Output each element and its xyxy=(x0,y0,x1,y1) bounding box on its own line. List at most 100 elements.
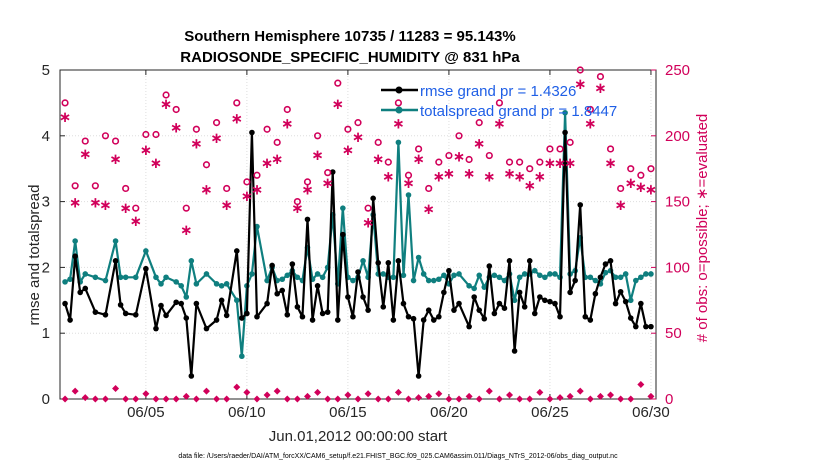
obs-evaluated-marker: ∗ xyxy=(210,130,223,147)
y-tick-label: 3 xyxy=(42,194,50,211)
rmse-point xyxy=(632,323,639,330)
obs-possible-marker xyxy=(586,105,594,114)
obs-possible-marker xyxy=(61,99,69,107)
bottom-obs-marker xyxy=(273,387,281,395)
obs-evaluated-marker: ∗ xyxy=(463,166,476,183)
spread-point xyxy=(294,274,301,281)
rmse-point xyxy=(516,289,523,296)
obs-evaluated-marker: ∗ xyxy=(453,149,466,166)
rmse-point xyxy=(602,261,609,267)
rmse-point xyxy=(102,311,109,318)
bottom-obs-marker xyxy=(172,395,180,403)
rmse-point xyxy=(456,300,462,307)
obs-possible-marker xyxy=(132,204,140,212)
x-tick-label: 06/15 xyxy=(329,404,367,421)
rmse-point xyxy=(132,311,139,318)
rmse-point xyxy=(117,302,124,308)
rmse-point xyxy=(324,309,331,315)
rmse-point xyxy=(597,274,604,281)
rmse-point xyxy=(446,267,452,274)
bottom-obs-marker xyxy=(142,390,150,398)
rmse-point xyxy=(77,289,84,296)
bottom-obs-marker xyxy=(435,390,443,398)
spread-point xyxy=(425,277,432,284)
y2-tick-label: 0 xyxy=(665,391,673,408)
bottom-obs-marker xyxy=(61,395,69,403)
obs-possible-marker xyxy=(81,137,89,145)
rmse-point xyxy=(552,300,558,307)
rmse-point xyxy=(643,323,649,330)
spread-point xyxy=(436,276,442,283)
rmse-point xyxy=(158,302,164,309)
obs-possible-marker xyxy=(172,105,180,114)
rmse-point xyxy=(612,300,619,307)
bottom-obs-marker xyxy=(91,395,99,403)
obs-possible-marker xyxy=(243,178,251,186)
spread-point xyxy=(360,258,366,264)
rmse-point xyxy=(436,313,442,320)
obs-possible-marker xyxy=(91,182,99,190)
rmse-point xyxy=(284,311,291,318)
bottom-obs-marker xyxy=(324,395,332,403)
rmse-point xyxy=(521,304,528,310)
obs-evaluated-marker: ∗ xyxy=(311,147,324,164)
obs-possible-marker xyxy=(445,151,453,160)
rmse-point xyxy=(143,265,149,272)
y-tick-label: 5 xyxy=(42,62,50,79)
bottom-obs-marker xyxy=(617,395,625,403)
rmse-point xyxy=(380,304,387,310)
rmse-point xyxy=(491,310,498,317)
spread-point xyxy=(587,274,594,281)
spread-point xyxy=(117,274,124,281)
spread-point xyxy=(516,274,523,281)
rmse-point xyxy=(122,310,129,317)
bottom-obs-marker xyxy=(314,388,322,396)
obs-evaluated-marker: ∗ xyxy=(160,96,173,113)
spread-point xyxy=(511,297,518,304)
obs-evaluated-marker: ∗ xyxy=(624,175,637,192)
bottom-obs-marker xyxy=(243,388,251,396)
obs-possible-marker xyxy=(647,165,655,173)
rmse-point xyxy=(587,317,594,323)
x-tick-label: 06/05 xyxy=(127,404,165,421)
bottom-obs-marker xyxy=(445,395,453,403)
obs-possible-marker xyxy=(334,79,342,87)
spread-point xyxy=(617,274,624,281)
obs-possible-marker xyxy=(202,161,211,169)
footer-data-file: data file: /Users/raeder/DAI/ATM_forcXX/… xyxy=(178,453,618,460)
bottom-obs-marker xyxy=(465,392,473,400)
rmse-point xyxy=(355,269,361,275)
rmse-point xyxy=(264,300,270,307)
obs-evaluated-marker: ∗ xyxy=(220,197,233,214)
bottom-obs-marker xyxy=(283,395,291,403)
spread-point xyxy=(415,254,422,261)
obs-possible-marker xyxy=(344,125,352,133)
obs-possible-marker xyxy=(425,184,433,193)
spread-point xyxy=(451,272,457,279)
obs-evaluated-marker: ∗ xyxy=(392,116,405,133)
spread-point xyxy=(521,271,528,277)
rmse-point xyxy=(365,307,371,313)
obs-possible-marker xyxy=(394,99,403,107)
rmse-point xyxy=(82,285,89,292)
obs-evaluated-marker: ∗ xyxy=(604,155,617,172)
rmse-point xyxy=(254,313,260,320)
obs-possible-marker xyxy=(617,184,625,193)
spread-point xyxy=(390,274,397,281)
rmse-point xyxy=(471,294,477,300)
x-axis-label: Jun.01,2012 00:00:00 start xyxy=(269,428,448,445)
obs-evaluated-marker: ∗ xyxy=(99,197,112,214)
obs-evaluated-marker: ∗ xyxy=(301,181,314,198)
obs-possible-marker xyxy=(596,72,605,81)
rmse-point xyxy=(340,231,346,238)
rmse-point xyxy=(476,307,483,313)
spread-point xyxy=(213,281,220,287)
rmse-point xyxy=(223,312,230,319)
markers-layer: ∗∗∗∗∗∗∗∗∗∗∗∗∗∗∗∗∗∗∗∗∗∗∗∗∗∗∗∗∗∗∗∗∗∗∗∗∗∗∗∗… xyxy=(59,66,657,403)
rmse-point xyxy=(617,288,624,295)
obs-possible-marker xyxy=(475,119,483,127)
rmse-point xyxy=(486,263,493,269)
rmse-point xyxy=(269,262,275,269)
rmse-point xyxy=(572,277,578,284)
bottom-obs-marker xyxy=(112,384,120,392)
